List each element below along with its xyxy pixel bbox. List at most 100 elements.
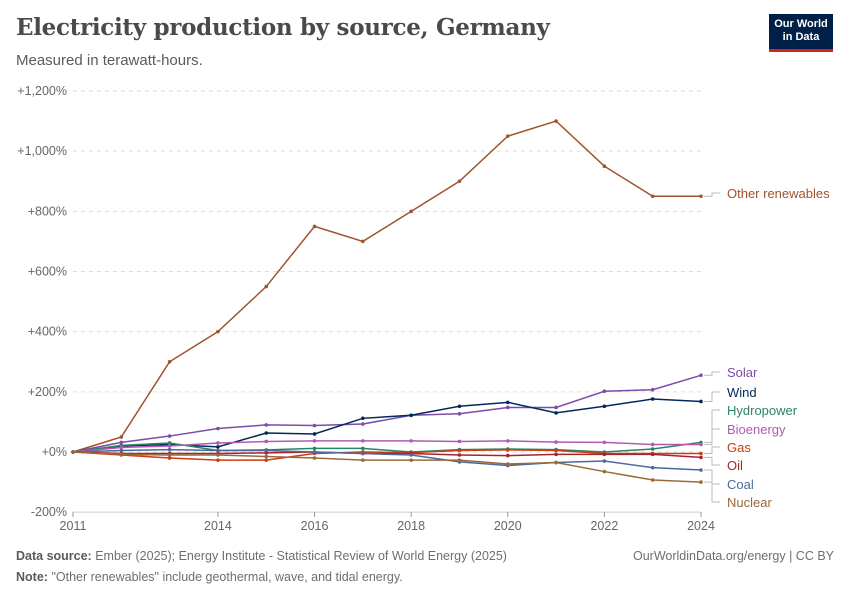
data-point bbox=[361, 422, 365, 426]
data-point bbox=[650, 452, 655, 457]
data-point bbox=[409, 209, 413, 214]
data-point bbox=[554, 448, 558, 453]
series-label: Hydropower bbox=[727, 403, 798, 418]
label-connector bbox=[704, 192, 720, 197]
data-point bbox=[409, 458, 413, 462]
data-point bbox=[505, 453, 510, 458]
data-point bbox=[167, 456, 172, 460]
data-point bbox=[650, 442, 655, 447]
label-connector bbox=[704, 371, 720, 376]
data-point bbox=[312, 224, 317, 229]
label-connector bbox=[704, 481, 720, 503]
data-point bbox=[650, 194, 655, 199]
series-label: Wind bbox=[727, 385, 757, 400]
x-tick-label: 2014 bbox=[204, 519, 232, 533]
label-connector bbox=[704, 409, 720, 443]
data-point bbox=[167, 434, 172, 438]
series-line-bioenergy bbox=[72, 440, 701, 453]
data-point bbox=[312, 423, 317, 428]
series-label: Other renewables bbox=[727, 186, 830, 201]
label-connector bbox=[704, 428, 720, 445]
data-point bbox=[312, 439, 317, 443]
data-point bbox=[650, 465, 655, 470]
data-point bbox=[409, 453, 413, 457]
source-url[interactable]: OurWorldinData.org/energy | CC BY bbox=[632, 549, 834, 563]
data-point bbox=[602, 452, 607, 457]
data-point bbox=[361, 416, 365, 421]
series-line-other-renewables bbox=[72, 120, 701, 453]
data-point bbox=[650, 397, 655, 401]
data-point bbox=[216, 441, 220, 445]
data-point bbox=[699, 399, 703, 404]
data-point bbox=[264, 454, 269, 459]
label-connector bbox=[704, 446, 720, 455]
series-label: Nuclear bbox=[727, 495, 772, 510]
series-label: Solar bbox=[727, 365, 758, 380]
data-point bbox=[457, 453, 462, 457]
series-line-coal bbox=[72, 448, 702, 471]
footnote: Note: "Other renewables" include geother… bbox=[16, 570, 403, 584]
data-point bbox=[457, 439, 462, 444]
data-point bbox=[216, 453, 220, 457]
owid-logo[interactable]: Our World in Data bbox=[769, 14, 833, 52]
data-point bbox=[119, 448, 124, 453]
data-point bbox=[361, 451, 365, 456]
x-tick-label: 2018 bbox=[397, 519, 425, 533]
x-tick-label: 2011 bbox=[60, 519, 87, 533]
data-point bbox=[264, 448, 269, 453]
data-point bbox=[554, 405, 558, 410]
data-point bbox=[361, 239, 365, 244]
data-point bbox=[312, 450, 317, 454]
data-point bbox=[602, 404, 607, 409]
data-point bbox=[216, 426, 220, 431]
page-title: Electricity production by source, German… bbox=[16, 14, 550, 41]
data-point bbox=[167, 447, 172, 452]
data-point bbox=[602, 459, 607, 463]
x-tick-label: 2022 bbox=[590, 519, 618, 533]
data-point bbox=[457, 448, 462, 453]
data-point bbox=[457, 458, 462, 462]
data-point bbox=[699, 373, 703, 378]
x-tick-label: 2020 bbox=[494, 519, 522, 533]
data-point bbox=[119, 435, 124, 439]
data-point bbox=[71, 450, 75, 454]
data-point bbox=[264, 423, 269, 427]
series-line-solar bbox=[72, 374, 702, 453]
data-point bbox=[602, 440, 607, 445]
data-point bbox=[602, 389, 607, 394]
data-point bbox=[167, 444, 172, 448]
y-tick-label: +800% bbox=[28, 204, 67, 218]
data-point bbox=[312, 432, 317, 436]
data-point bbox=[361, 446, 365, 451]
data-point bbox=[699, 194, 703, 199]
data-point bbox=[264, 439, 269, 444]
data-point bbox=[554, 460, 558, 465]
y-tick-label: +1,200% bbox=[17, 84, 67, 98]
data-point bbox=[361, 458, 365, 462]
data-point bbox=[505, 134, 510, 138]
series-label: Oil bbox=[727, 458, 743, 473]
data-point bbox=[505, 405, 510, 410]
data-point bbox=[505, 439, 510, 443]
data-point bbox=[216, 445, 220, 449]
data-point bbox=[457, 404, 462, 409]
data-point bbox=[505, 400, 510, 405]
data-point bbox=[167, 359, 172, 364]
series-line-wind bbox=[72, 398, 702, 453]
data-point bbox=[650, 478, 655, 482]
data-source: Data source: Ember (2025); Energy Instit… bbox=[16, 549, 507, 563]
x-tick-label: 2016 bbox=[301, 519, 329, 533]
data-point bbox=[264, 284, 269, 289]
data-point bbox=[602, 469, 607, 474]
data-point bbox=[119, 440, 124, 445]
data-point bbox=[650, 447, 655, 451]
series-label: Bioenergy bbox=[727, 422, 786, 437]
data-point bbox=[505, 448, 510, 452]
data-point bbox=[505, 462, 510, 466]
y-tick-label: +0% bbox=[42, 445, 67, 459]
subtitle: Measured in terawatt-hours. bbox=[16, 52, 203, 69]
data-point bbox=[167, 441, 172, 445]
data-point bbox=[312, 456, 317, 460]
